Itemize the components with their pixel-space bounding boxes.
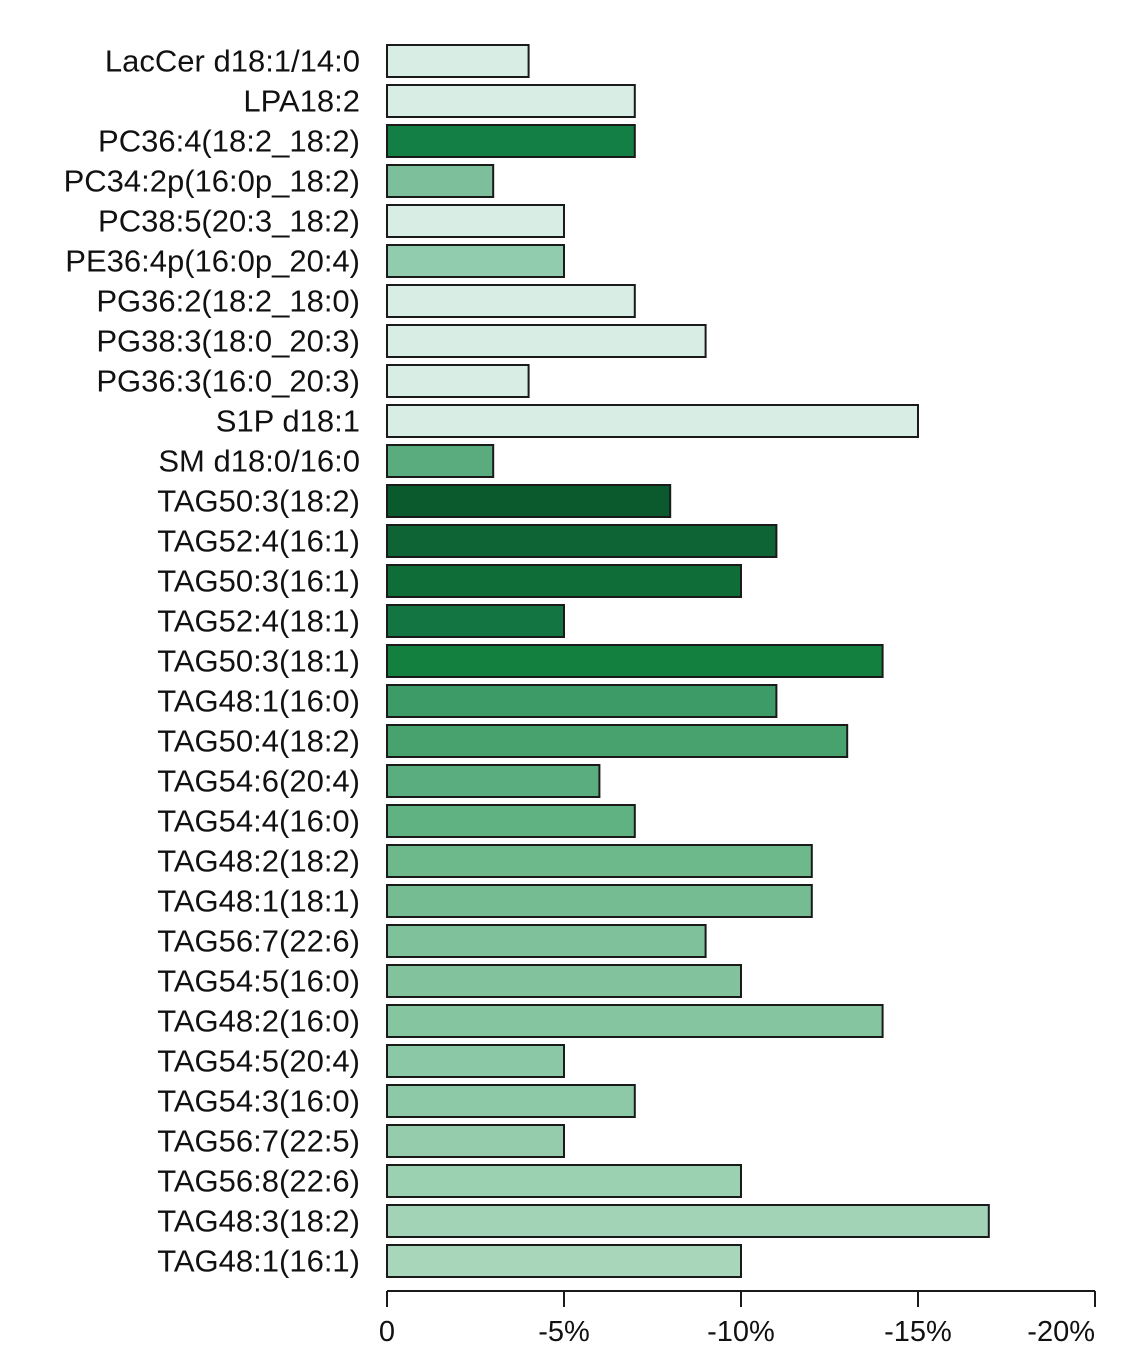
bar-24	[386, 1004, 884, 1038]
bar-5	[386, 244, 565, 278]
category-label-27: TAG56:7(22:5)	[157, 1124, 360, 1159]
category-labels-group: LacCer d18:1/14:0 LPA18:2 PC36:4(18:2_18:2…	[64, 44, 360, 1279]
x-tick-label-3: -15%	[884, 1316, 952, 1348]
bar-28	[386, 1164, 742, 1198]
bar-27	[386, 1124, 565, 1158]
x-tick-label-0: 0	[379, 1316, 395, 1348]
bar-15	[386, 644, 884, 678]
category-label-12: TAG52:4(16:1)	[157, 524, 360, 559]
category-label-10: SM d18:0/16:0	[158, 444, 360, 479]
x-tick-label-2: -10%	[707, 1316, 775, 1348]
category-label-22: TAG56:7(22:6)	[157, 924, 360, 959]
x-tick-label-4: -20%	[1027, 1316, 1095, 1348]
bar-20	[386, 844, 813, 878]
category-label-6: PG36:2(18:2_18:0)	[96, 284, 360, 319]
bar-12	[386, 524, 778, 558]
x-ticks-group: 0 -5% -10% -15% -20%	[379, 1291, 1096, 1348]
category-label-25: TAG54:5(20:4)	[157, 1044, 360, 1079]
x-axis: 0 -5% -10% -15% -20%	[379, 1290, 1096, 1348]
bar-7	[386, 324, 707, 358]
category-label-29: TAG48:3(18:2)	[157, 1204, 360, 1239]
category-label-14: TAG52:4(18:1)	[157, 604, 360, 639]
category-label-8: PG36:3(16:0_20:3)	[96, 364, 360, 399]
category-label-23: TAG54:5(16:0)	[157, 964, 360, 999]
bar-0	[386, 44, 530, 78]
bar-2	[386, 124, 636, 158]
category-label-13: TAG50:3(16:1)	[157, 564, 360, 599]
category-label-16: TAG48:1(16:0)	[157, 684, 360, 719]
category-label-2: PC36:4(18:2_18:2)	[98, 124, 360, 159]
bar-1	[386, 84, 636, 118]
bar-18	[386, 764, 601, 798]
category-label-15: TAG50:3(18:1)	[157, 644, 360, 679]
bar-25	[386, 1044, 565, 1078]
bar-17	[386, 724, 849, 758]
bar-21	[386, 884, 813, 918]
bar-13	[386, 564, 742, 598]
category-label-4: PC38:5(20:3_18:2)	[98, 204, 360, 239]
category-label-7: PG38:3(18:0_20:3)	[96, 324, 360, 359]
category-label-0: LacCer d18:1/14:0	[105, 44, 360, 79]
category-label-5: PE36:4p(16:0p_20:4)	[65, 244, 360, 279]
category-label-24: TAG48:2(16:0)	[157, 1004, 360, 1039]
category-label-3: PC34:2p(16:0p_18:2)	[64, 164, 360, 199]
category-label-28: TAG56:8(22:6)	[157, 1164, 360, 1199]
bar-4	[386, 204, 565, 238]
category-label-20: TAG48:2(18:2)	[157, 844, 360, 879]
bar-19	[386, 804, 636, 838]
bar-14	[386, 604, 565, 638]
category-label-1: LPA18:2	[243, 84, 360, 119]
category-label-26: TAG54:3(16:0)	[157, 1084, 360, 1119]
bar-30	[386, 1244, 742, 1278]
bar-8	[386, 364, 530, 398]
category-label-11: TAG50:3(18:2)	[157, 484, 360, 519]
bar-11	[386, 484, 672, 518]
category-label-19: TAG54:4(16:0)	[157, 804, 360, 839]
x-tick-label-1: -5%	[538, 1316, 590, 1348]
bar-10	[386, 444, 495, 478]
category-label-18: TAG54:6(20:4)	[157, 764, 360, 799]
bar-22	[386, 924, 707, 958]
bar-6	[386, 284, 636, 318]
category-label-21: TAG48:1(18:1)	[157, 884, 360, 919]
category-label-30: TAG48:1(16:1)	[157, 1244, 360, 1279]
bar-26	[386, 1084, 636, 1118]
bar-29	[386, 1204, 990, 1238]
category-label-9: S1P d18:1	[216, 404, 360, 439]
bars-group	[386, 44, 990, 1278]
bar-3	[386, 164, 495, 198]
bar-9	[386, 404, 919, 438]
bar-23	[386, 964, 742, 998]
category-label-17: TAG50:4(18:2)	[157, 724, 360, 759]
bar-16	[386, 684, 778, 718]
